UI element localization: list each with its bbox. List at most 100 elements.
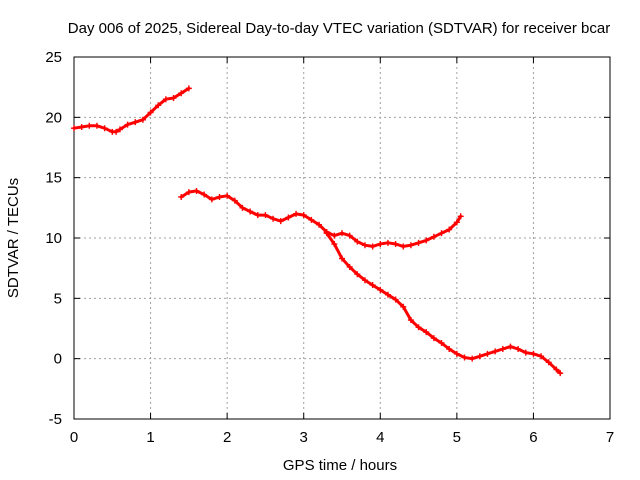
data-point <box>323 230 330 237</box>
data-point <box>446 226 453 233</box>
x-tick-label: 2 <box>223 429 231 446</box>
x-tick-label: 3 <box>300 429 308 446</box>
data-point <box>339 255 345 262</box>
data-point <box>346 263 353 270</box>
series-1 <box>71 85 192 135</box>
data-point <box>369 243 376 250</box>
data-point <box>262 212 269 219</box>
data-point <box>361 277 368 284</box>
data-point <box>457 213 464 220</box>
data-point <box>557 370 564 377</box>
data-point <box>530 350 537 357</box>
data-point <box>507 343 514 350</box>
series-2 <box>178 187 464 250</box>
data-point <box>400 243 407 250</box>
data-point <box>438 230 445 237</box>
data-point <box>285 214 292 221</box>
data-point <box>162 96 169 103</box>
data-point <box>499 346 506 353</box>
x-axis-label: GPS time / hours <box>283 457 397 474</box>
x-tick-label: 6 <box>529 429 537 446</box>
chart-title: Day 006 of 2025, Sidereal Day-to-day VTE… <box>68 20 610 37</box>
data-point <box>208 196 215 203</box>
y-tick-label: -5 <box>49 411 62 428</box>
data-point <box>377 241 384 248</box>
data-point <box>185 189 192 196</box>
data-point <box>361 242 368 249</box>
data-point <box>270 215 277 222</box>
data-point <box>553 366 560 373</box>
data-point <box>316 221 323 228</box>
x-tick-label: 0 <box>70 429 78 446</box>
data-point <box>116 126 123 133</box>
data-point <box>522 349 529 356</box>
data-point <box>185 85 192 92</box>
data-point <box>545 359 552 366</box>
data-point <box>384 291 391 298</box>
data-point <box>308 216 315 223</box>
data-point <box>124 121 131 128</box>
data-point <box>346 232 353 239</box>
data-point <box>469 355 476 362</box>
data-point <box>339 230 345 237</box>
data-point <box>476 353 483 360</box>
data-point <box>277 218 284 225</box>
data-point <box>132 119 139 126</box>
data-point <box>139 116 146 123</box>
y-tick-label: 15 <box>45 170 62 187</box>
data-point <box>354 238 361 245</box>
data-point <box>86 122 93 129</box>
y-tick-label: 5 <box>54 290 62 307</box>
data-point <box>71 125 77 132</box>
data-point <box>415 239 422 246</box>
data-point <box>400 303 407 310</box>
data-point <box>193 187 200 194</box>
data-point <box>239 204 246 211</box>
data-point <box>515 346 522 353</box>
data-point <box>93 122 100 129</box>
data-point <box>201 191 208 198</box>
x-tick-label: 1 <box>146 429 154 446</box>
data-point <box>392 296 399 303</box>
data-point <box>453 350 460 357</box>
data-point <box>423 237 430 244</box>
data-point <box>415 324 422 331</box>
data-point <box>430 335 437 342</box>
data-point <box>78 123 85 130</box>
data-point <box>216 193 223 200</box>
data-point <box>331 241 338 248</box>
data-point <box>377 286 384 293</box>
data-point <box>392 241 399 248</box>
data-point <box>231 197 238 204</box>
data-point <box>438 339 445 346</box>
data-point <box>538 353 545 360</box>
x-tick-label: 7 <box>606 429 614 446</box>
axis-ticks: 0 1 2 3 4 5 6 7 -5 0 5 10 15 20 25 <box>45 49 614 446</box>
data-point <box>354 271 361 278</box>
data-point <box>147 109 154 116</box>
data-point <box>423 329 430 336</box>
y-axis-label: SDTVAR / TECUs <box>5 178 22 298</box>
data-point <box>384 239 391 246</box>
data-point <box>369 282 376 289</box>
series-3 <box>323 230 564 377</box>
grid-lines <box>74 57 610 419</box>
data-point <box>101 125 108 132</box>
data-point <box>484 350 491 357</box>
data-point <box>331 232 338 239</box>
data-point <box>178 90 185 97</box>
data-point <box>461 354 468 361</box>
data-point <box>113 128 120 135</box>
data-point <box>446 346 453 353</box>
x-tick-label: 4 <box>376 429 384 446</box>
data-point <box>453 219 460 226</box>
y-tick-label: 0 <box>54 351 62 368</box>
data-point <box>178 193 185 200</box>
data-point <box>430 233 437 240</box>
y-tick-label: 10 <box>45 230 62 247</box>
data-point <box>492 348 499 355</box>
y-tick-label: 25 <box>45 49 62 66</box>
data-point <box>170 95 177 102</box>
data-point <box>224 192 231 199</box>
data-point <box>407 317 414 324</box>
